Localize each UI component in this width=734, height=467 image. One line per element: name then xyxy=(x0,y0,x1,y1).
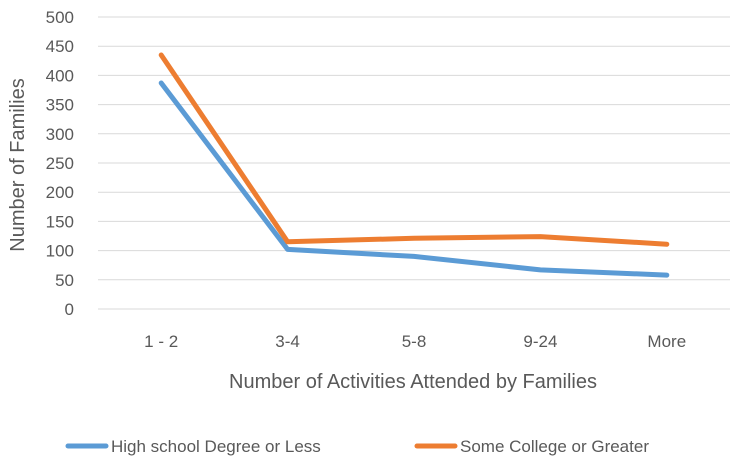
x-tick-label: 9-24 xyxy=(523,332,557,351)
x-tick-label: 5-8 xyxy=(402,332,427,351)
legend-label: Some College or Greater xyxy=(460,437,649,456)
x-axis-title: Number of Activities Attended by Familie… xyxy=(229,371,597,393)
y-tick-label: 350 xyxy=(46,96,74,115)
legend: High school Degree or Less Some College o… xyxy=(65,437,649,456)
x-tick-label: More xyxy=(647,332,686,351)
series-line-2 xyxy=(158,52,670,247)
gridlines xyxy=(98,16,730,310)
x-tick-label: 1 - 2 xyxy=(144,332,178,351)
y-tick-label: 200 xyxy=(46,183,74,202)
y-tick-label: 450 xyxy=(46,37,74,56)
legend-label: High school Degree or Less xyxy=(111,437,321,456)
series-lines xyxy=(158,52,670,278)
y-tick-label: 100 xyxy=(46,242,74,261)
x-axis-tick-labels: 1 - 2 3-4 5-8 9-24 More xyxy=(144,332,686,351)
y-tick-label: 150 xyxy=(46,212,74,231)
y-tick-label: 500 xyxy=(46,8,74,27)
y-axis-title: Number of Families xyxy=(7,78,29,251)
legend-item: High school Degree or Less xyxy=(65,437,321,456)
y-tick-label: 250 xyxy=(46,154,74,173)
y-tick-label: 50 xyxy=(55,271,74,290)
series-line-1 xyxy=(158,80,670,278)
y-tick-label: 0 xyxy=(65,300,74,319)
legend-item: Some College or Greater xyxy=(414,437,649,456)
y-tick-label: 400 xyxy=(46,66,74,85)
x-tick-label: 3-4 xyxy=(275,332,300,351)
y-axis-tick-labels: 0 50 100 150 200 250 300 350 400 450 500 xyxy=(46,8,74,319)
y-tick-label: 300 xyxy=(46,125,74,144)
